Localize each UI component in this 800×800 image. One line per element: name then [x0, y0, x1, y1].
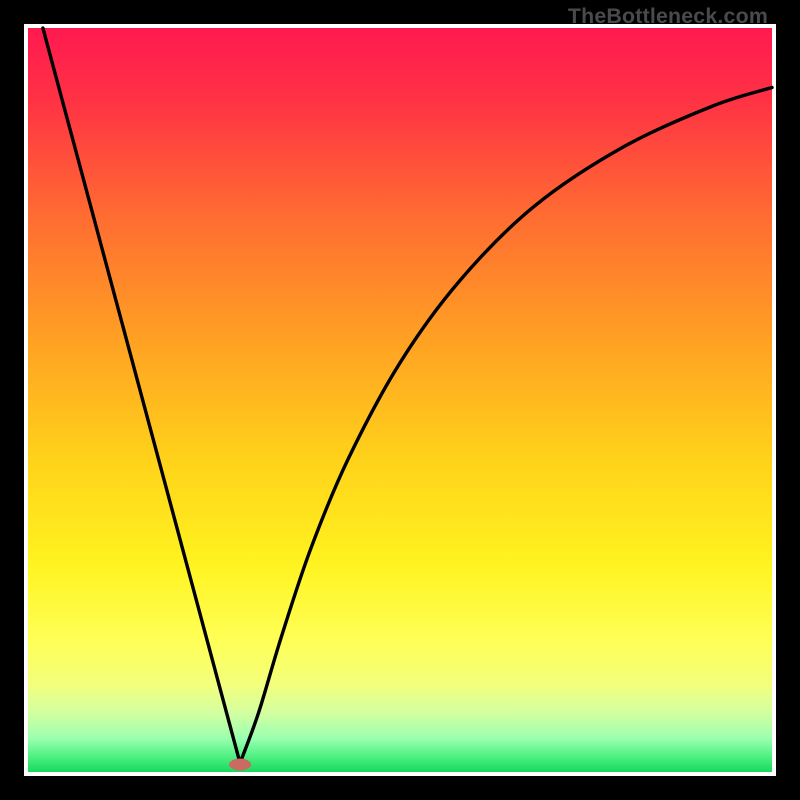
marker-layer [0, 0, 800, 800]
optimal-point-marker [229, 759, 251, 771]
bottleneck-chart-card: { "figure": { "type": "line", "canvas_px… [0, 0, 800, 800]
watermark-text: TheBottleneck.com [568, 4, 768, 29]
